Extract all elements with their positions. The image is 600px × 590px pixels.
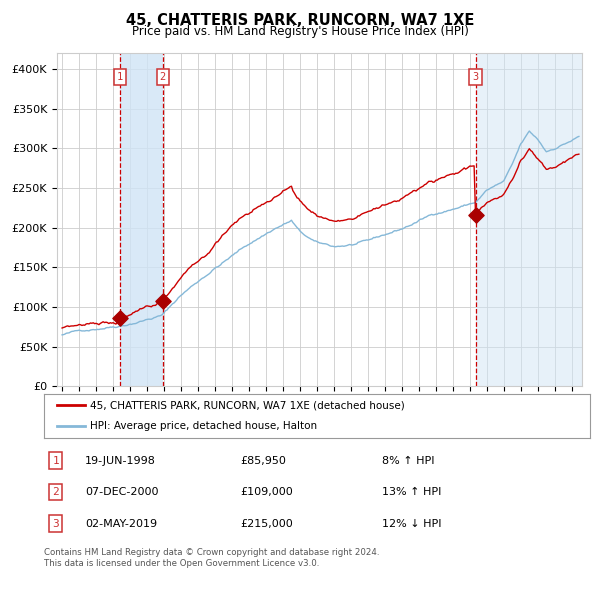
Text: 07-DEC-2000: 07-DEC-2000 bbox=[85, 487, 158, 497]
Text: 1: 1 bbox=[52, 455, 59, 466]
Text: Price paid vs. HM Land Registry's House Price Index (HPI): Price paid vs. HM Land Registry's House … bbox=[131, 25, 469, 38]
Text: 1: 1 bbox=[117, 72, 123, 82]
Point bbox=[158, 296, 167, 306]
Text: 45, CHATTERIS PARK, RUNCORN, WA7 1XE (detached house): 45, CHATTERIS PARK, RUNCORN, WA7 1XE (de… bbox=[90, 401, 405, 411]
Bar bbox=[120, 53, 163, 386]
Text: 02-MAY-2019: 02-MAY-2019 bbox=[85, 519, 157, 529]
Text: Contains HM Land Registry data © Crown copyright and database right 2024.: Contains HM Land Registry data © Crown c… bbox=[44, 548, 379, 556]
Text: 2: 2 bbox=[52, 487, 59, 497]
Text: £85,950: £85,950 bbox=[241, 455, 286, 466]
Text: 8% ↑ HPI: 8% ↑ HPI bbox=[382, 455, 435, 466]
Text: £109,000: £109,000 bbox=[241, 487, 293, 497]
Point bbox=[471, 210, 481, 219]
Text: 3: 3 bbox=[52, 519, 59, 529]
Text: HPI: Average price, detached house, Halton: HPI: Average price, detached house, Halt… bbox=[90, 421, 317, 431]
Text: 3: 3 bbox=[472, 72, 479, 82]
Text: This data is licensed under the Open Government Licence v3.0.: This data is licensed under the Open Gov… bbox=[44, 559, 319, 568]
Text: 19-JUN-1998: 19-JUN-1998 bbox=[85, 455, 155, 466]
Text: £215,000: £215,000 bbox=[241, 519, 293, 529]
Text: 12% ↓ HPI: 12% ↓ HPI bbox=[382, 519, 442, 529]
Point bbox=[115, 313, 125, 323]
Text: 45, CHATTERIS PARK, RUNCORN, WA7 1XE: 45, CHATTERIS PARK, RUNCORN, WA7 1XE bbox=[126, 13, 474, 28]
Text: 13% ↑ HPI: 13% ↑ HPI bbox=[382, 487, 442, 497]
Bar bbox=[476, 53, 587, 386]
Text: 2: 2 bbox=[160, 72, 166, 82]
